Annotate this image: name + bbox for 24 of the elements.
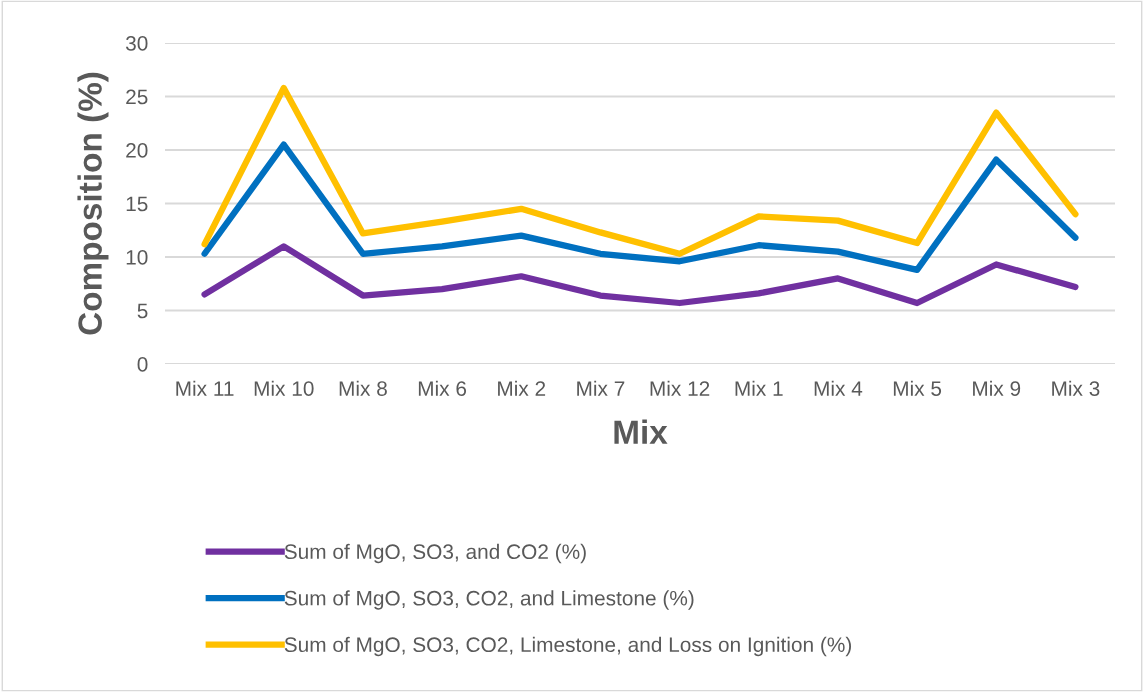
x-tick-label: Mix 8 <box>339 380 387 396</box>
y-tick-label: 20 <box>126 143 148 158</box>
x-tick-label: Mix 7 <box>577 380 625 396</box>
x-tick-label: Mix 11 <box>176 380 234 396</box>
x-axis-title: Mix <box>614 419 668 444</box>
y-tick-label: 25 <box>126 89 148 105</box>
legend-label: Sum of MgO, SO3, CO2, Limestone, and Loss on Ignition (%) <box>284 636 852 657</box>
y-tick-label: 15 <box>126 196 148 212</box>
x-tick-label: Mix 4 <box>814 380 863 396</box>
x-tick-label: Mix 3 <box>1052 380 1100 396</box>
y-tick-label: 0 <box>137 357 148 372</box>
x-tick-label: Mix 9 <box>973 380 1021 396</box>
legend-label: Sum of MgO, SO3, CO2, and Limestone (%) <box>284 590 694 610</box>
x-tick-label: Mix 12 <box>650 380 710 396</box>
y-axis-title: Composition (%) <box>77 72 109 335</box>
x-tick-label: Mix 1 <box>735 380 783 396</box>
y-tick-label: 30 <box>125 36 148 51</box>
x-tick-label: Mix 5 <box>893 380 942 396</box>
y-tick-label: 10 <box>126 250 148 265</box>
x-tick-label: Mix 2 <box>498 380 546 396</box>
y-tick-label: 5 <box>137 303 148 319</box>
x-tick-label: Mix 6 <box>418 380 467 396</box>
legend-label: Sum of MgO, SO3, and CO2 (%) <box>284 543 586 564</box>
x-tick-label: Mix 10 <box>254 380 314 396</box>
